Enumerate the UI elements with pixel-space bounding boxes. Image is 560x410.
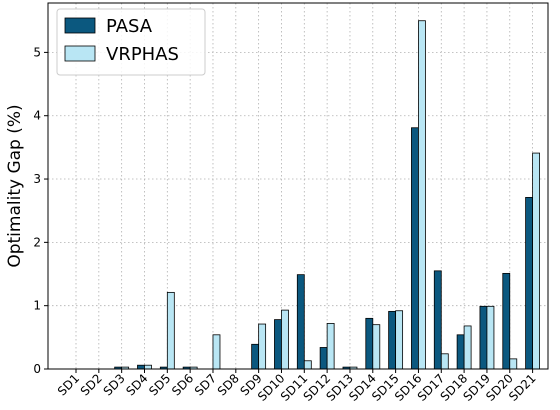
x-tick-label: SD3 bbox=[101, 371, 128, 398]
bar bbox=[303, 360, 312, 370]
bar bbox=[326, 323, 335, 370]
bar bbox=[433, 270, 442, 370]
x-tick-label: SD8 bbox=[215, 371, 242, 398]
bar bbox=[258, 323, 267, 370]
bar bbox=[319, 347, 328, 370]
x-tick-label: SD7 bbox=[192, 371, 219, 398]
axes-frame bbox=[47, 2, 549, 370]
bar bbox=[388, 310, 397, 370]
bar bbox=[274, 319, 282, 370]
y-tick-label: 5 bbox=[33, 45, 41, 59]
bar bbox=[281, 309, 289, 370]
y-tick-label: 1 bbox=[33, 299, 41, 313]
bar bbox=[463, 325, 472, 370]
legend-label: VRPHAS bbox=[106, 44, 179, 65]
bar bbox=[532, 152, 540, 370]
bar bbox=[502, 272, 511, 370]
bar bbox=[395, 310, 404, 370]
bar bbox=[166, 291, 175, 370]
bar bbox=[486, 305, 495, 370]
legend: PASA VRPHAS bbox=[56, 8, 206, 76]
x-tick-label: SD1 bbox=[55, 371, 82, 398]
bar bbox=[372, 324, 381, 370]
bar bbox=[296, 274, 305, 370]
bar bbox=[365, 317, 374, 370]
bar bbox=[251, 343, 260, 370]
bar bbox=[411, 127, 419, 370]
x-tick-label: SD6 bbox=[169, 371, 196, 398]
bar bbox=[509, 358, 518, 370]
x-tick-label: SD2 bbox=[78, 371, 105, 398]
bar bbox=[525, 196, 533, 370]
y-tick-label: 2 bbox=[33, 235, 41, 249]
x-tick-label: SD4 bbox=[123, 371, 150, 398]
legend-swatch bbox=[64, 45, 96, 62]
bar bbox=[456, 334, 465, 370]
y-tick-label: 4 bbox=[33, 109, 41, 123]
bar bbox=[212, 334, 221, 370]
legend-swatch bbox=[64, 17, 96, 34]
x-tick-label: SD5 bbox=[146, 371, 173, 398]
y-tick-label: 3 bbox=[33, 172, 41, 186]
y-tick-label: 0 bbox=[33, 362, 41, 376]
legend-label: PASA bbox=[106, 16, 153, 37]
bar bbox=[479, 305, 488, 370]
x-tick-label: SD21 bbox=[506, 371, 539, 404]
bar bbox=[137, 364, 145, 370]
y-axis-label: Optimality Gap (%) bbox=[5, 104, 25, 267]
bar bbox=[144, 364, 152, 370]
bar bbox=[418, 20, 426, 370]
bar bbox=[440, 353, 449, 370]
